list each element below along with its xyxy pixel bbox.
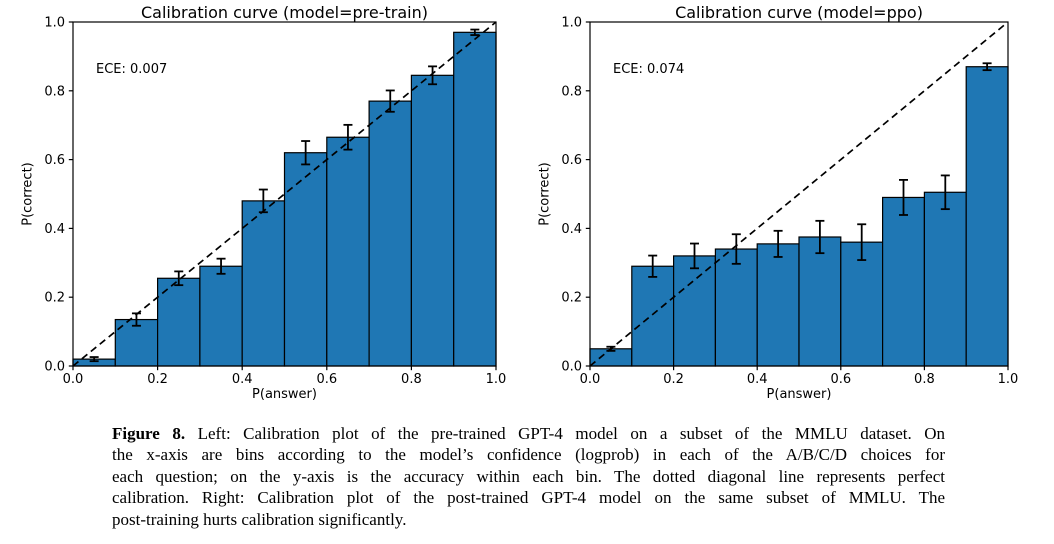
x-tick-label: 0.2 (147, 372, 168, 387)
error-bar (301, 140, 311, 166)
x-tick-label: 0.6 (830, 372, 851, 387)
caption-line: the x-axis are bins according to the mod… (112, 445, 945, 465)
error-bar (773, 229, 783, 258)
histogram-bar (326, 136, 370, 367)
ppo-calibration-chart: 0.0 0.2 0.4 0.6 0.8 1.0 0.0 0.2 0.4 0.6 0.8 1.0 (561, 16, 1019, 388)
histogram-bar (840, 241, 884, 367)
error-bar (982, 62, 992, 72)
ece-annotation-pretrain: ECE: 0.007 (96, 62, 168, 77)
caption-line: post-training hurts calibration signific… (112, 509, 407, 529)
y-tick-label: 0.8 (561, 84, 582, 99)
y-tick-label: 0.2 (44, 291, 65, 306)
histogram-bar (453, 31, 497, 367)
y-axis-label-pretrain: P(correct) (20, 162, 36, 226)
y-tick-label: 1.0 (561, 16, 582, 31)
perfect-calibration-line (589, 21, 1009, 367)
x-tick-label: 0.0 (63, 372, 84, 387)
x-tick-label: 0.4 (232, 372, 253, 387)
error-bar (690, 242, 699, 270)
y-axis-label-ppo: P(correct) (537, 162, 553, 226)
x-tick-label: 0.6 (316, 372, 337, 387)
error-bar (216, 257, 226, 275)
histogram-bar (756, 243, 800, 367)
x-tick-label: 0.0 (580, 372, 601, 387)
histogram-bar (882, 196, 926, 367)
error-bar (89, 356, 99, 363)
plot-border (72, 21, 497, 367)
error-bar (940, 174, 950, 211)
histogram-bar (368, 100, 413, 367)
caption-line: each question; on the y-axis is the accu… (112, 466, 945, 486)
error-bar (385, 89, 395, 113)
y-tick-label: 0.2 (561, 291, 582, 306)
caption-line-text: Left: Calibration plot of the pre-traine… (197, 424, 945, 443)
histogram-bar (631, 265, 675, 367)
error-bar (174, 270, 184, 287)
x-tick-label: 0.4 (747, 372, 768, 387)
caption-figure-label: Figure 8. (112, 424, 186, 443)
histogram-bar (923, 191, 967, 367)
histogram-bar (199, 265, 243, 367)
perfect-calibration-line (72, 21, 497, 367)
x-axis-label-ppo: P(answer) (766, 387, 832, 402)
error-bar (470, 28, 480, 36)
error-bar (731, 233, 741, 265)
histogram-bar (410, 74, 455, 367)
error-bar (131, 312, 141, 327)
caption-line: calibration. Right: Calibration plot of … (112, 488, 945, 508)
x-tick-label: 0.8 (401, 372, 422, 387)
y-tick-label: 1.0 (44, 16, 65, 31)
error-bar (857, 223, 867, 261)
histogram-bar (241, 200, 286, 367)
y-tick-label: 0.4 (44, 222, 65, 237)
caption-line: Figure 8. Left: Calibration plot of the … (112, 423, 945, 444)
error-bar (648, 254, 658, 278)
histogram-bar (283, 152, 328, 367)
histogram-bar (965, 66, 1009, 367)
error-bar (258, 188, 268, 214)
ece-annotation-ppo: ECE: 0.074 (613, 62, 685, 77)
x-tick-label: 0.8 (914, 372, 935, 387)
error-bar (815, 219, 825, 255)
error-bar (606, 345, 616, 352)
x-tick-label: 1.0 (998, 372, 1019, 387)
error-bar (899, 178, 908, 216)
y-tick-label: 0.6 (44, 153, 65, 168)
error-bar (428, 65, 438, 86)
x-axis-label-pretrain: P(answer) (252, 387, 317, 402)
pretrain-calibration-chart: 0.0 0.2 0.4 0.6 0.8 1.0 0.0 0.2 0.4 0.6 0.8 1.0 (44, 16, 507, 388)
plot-border (589, 21, 1009, 367)
histogram-bar (714, 248, 758, 367)
y-tick-label: 0.0 (561, 360, 582, 375)
y-tick-label: 0.8 (44, 84, 65, 99)
histogram-bar (673, 255, 717, 367)
y-tick-label: 0.0 (44, 360, 65, 375)
chart-title-pretrain: Calibration curve (model=pre-train) (140, 3, 428, 22)
error-bar (343, 123, 353, 151)
chart-title-ppo: Calibration curve (model=ppo) (675, 3, 923, 22)
figure-caption: Figure 8. Left: Calibration plot of the … (112, 423, 945, 530)
histogram-bar (798, 236, 842, 367)
y-tick-label: 0.4 (561, 222, 582, 237)
x-tick-label: 0.2 (663, 372, 684, 387)
y-tick-label: 0.6 (561, 153, 582, 168)
x-tick-label: 1.0 (486, 372, 507, 387)
